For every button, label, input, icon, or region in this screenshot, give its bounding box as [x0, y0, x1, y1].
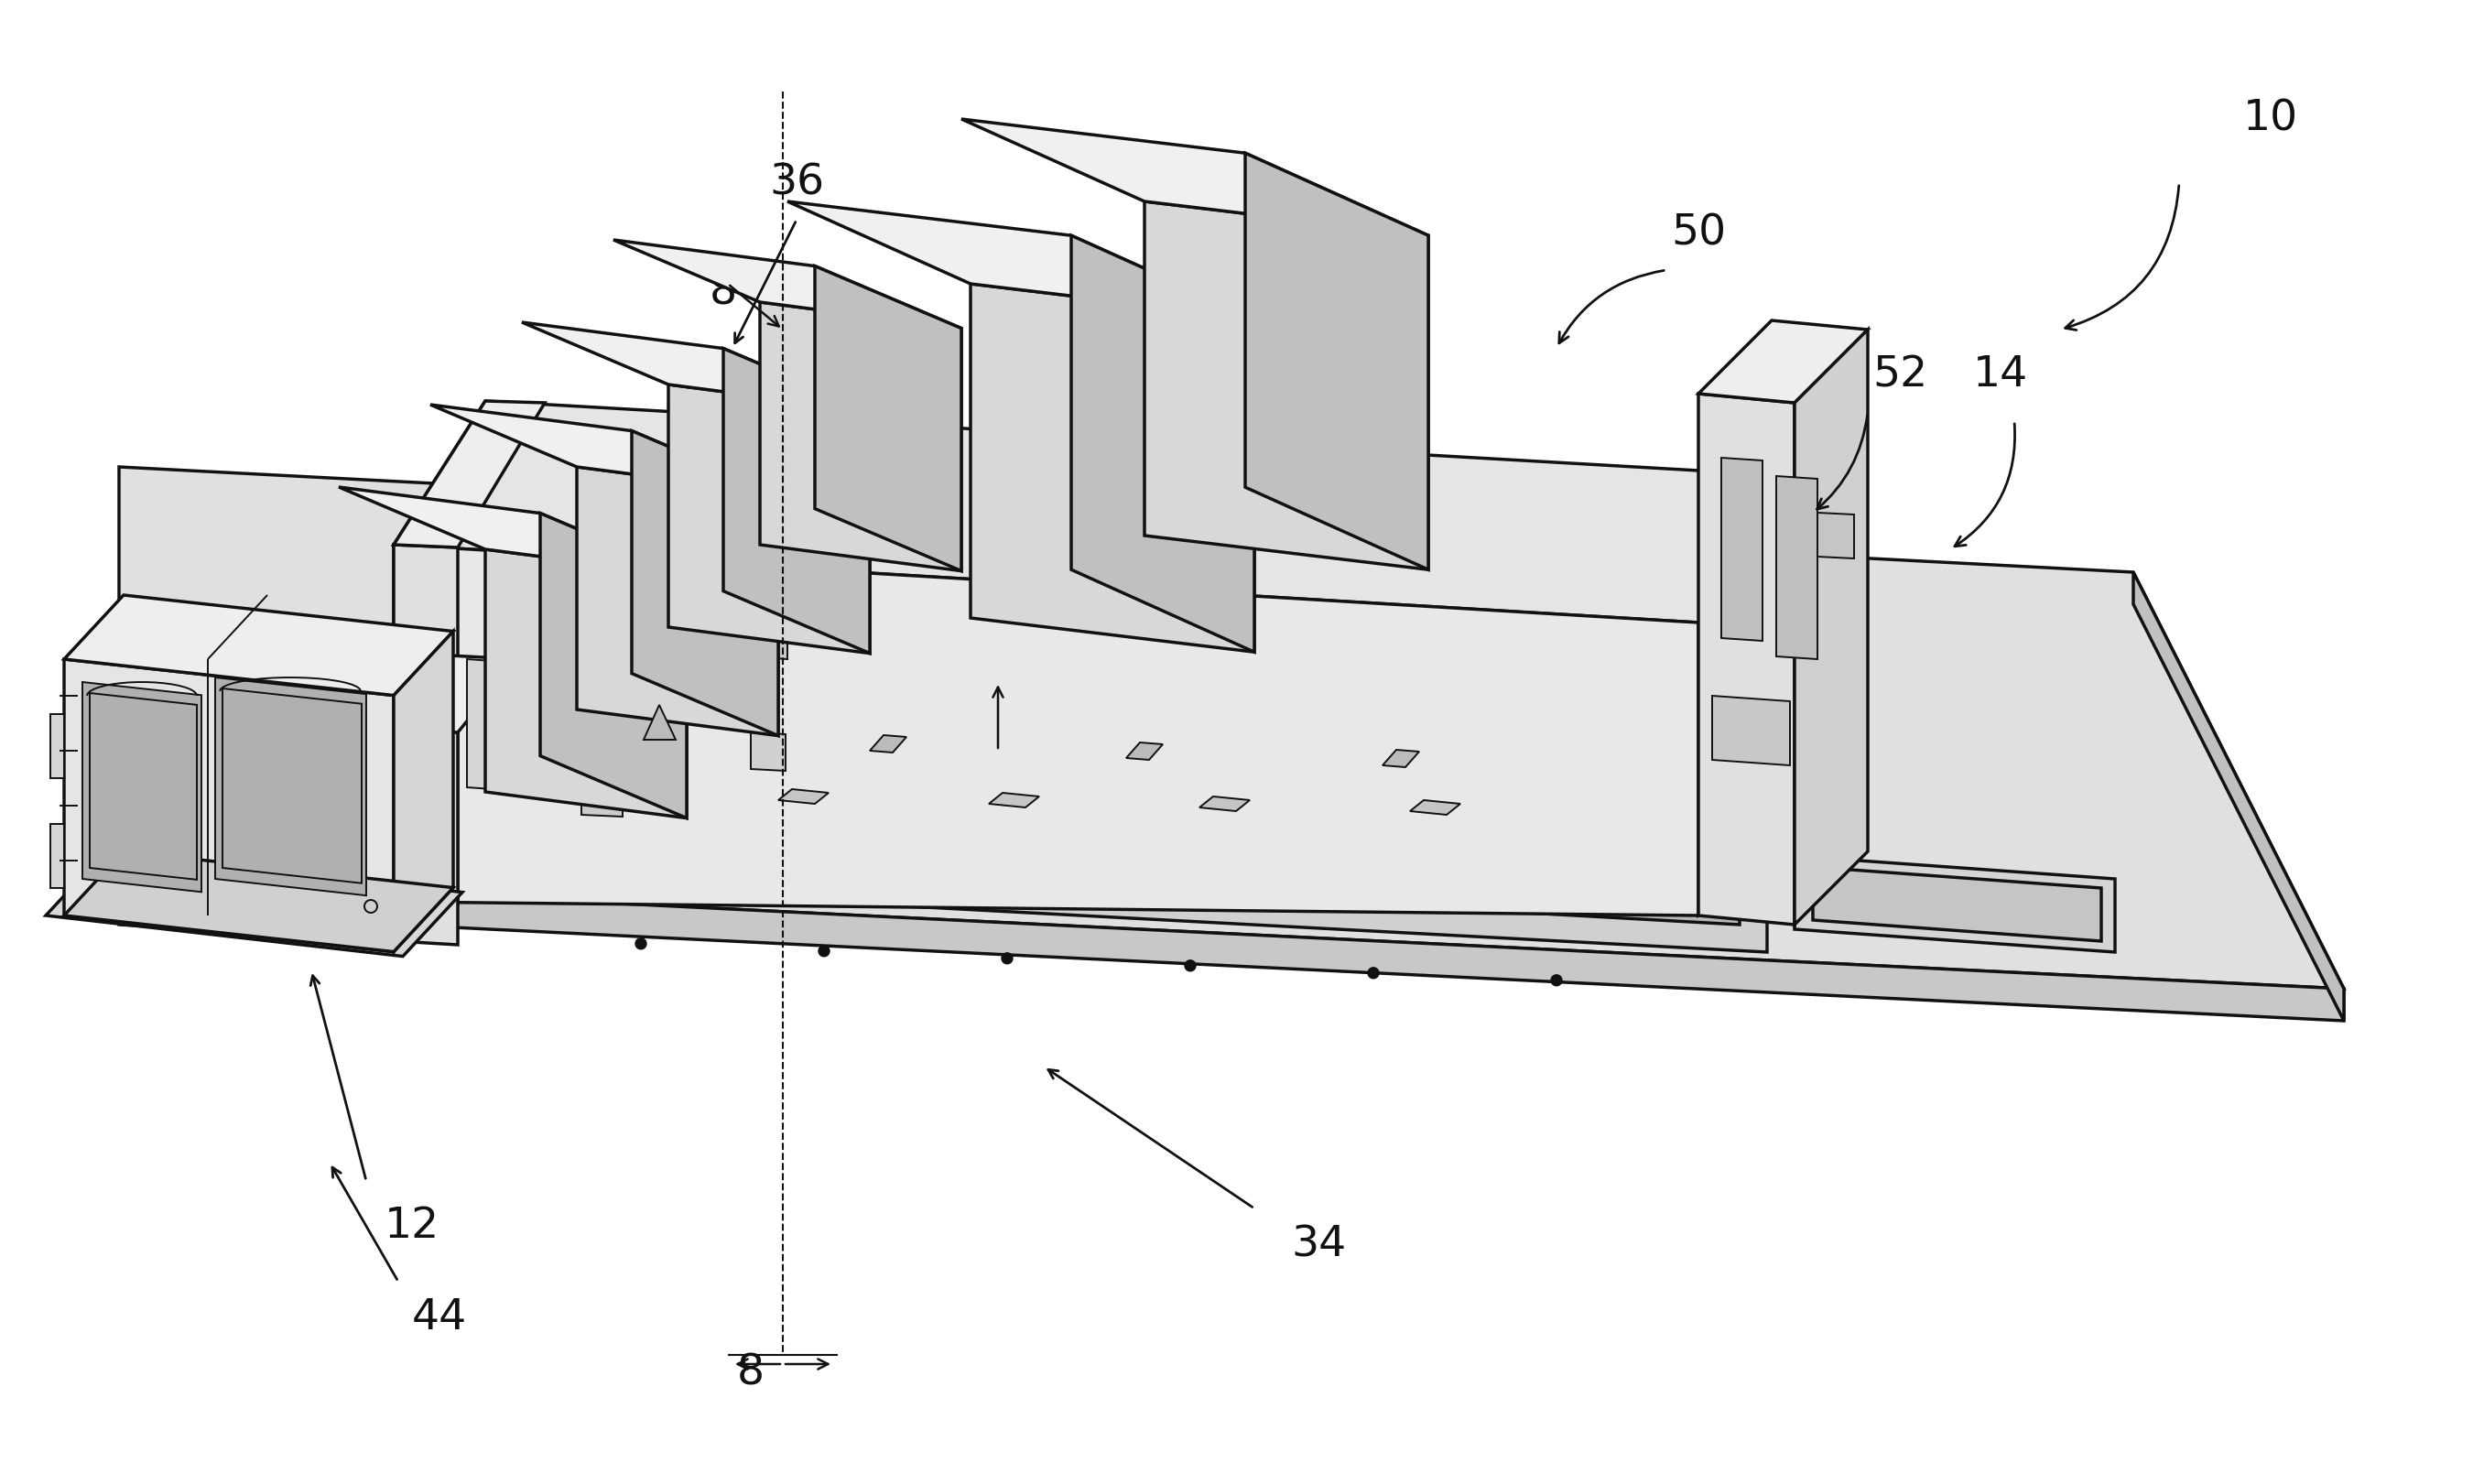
Circle shape: [1002, 953, 1011, 963]
Polygon shape: [393, 843, 1768, 953]
Polygon shape: [393, 401, 1795, 622]
Polygon shape: [1246, 153, 1429, 570]
Text: 44: 44: [413, 1297, 467, 1339]
Polygon shape: [636, 696, 683, 743]
Polygon shape: [47, 852, 462, 956]
Text: 12: 12: [383, 1206, 440, 1248]
Polygon shape: [119, 641, 517, 733]
Polygon shape: [119, 879, 2344, 1021]
Polygon shape: [870, 735, 908, 752]
Polygon shape: [1795, 856, 2114, 953]
Polygon shape: [430, 405, 779, 493]
Polygon shape: [1071, 236, 1254, 651]
Polygon shape: [576, 467, 779, 736]
Circle shape: [636, 938, 645, 950]
Polygon shape: [539, 513, 687, 818]
Polygon shape: [522, 322, 870, 411]
Polygon shape: [2134, 573, 2344, 1021]
Polygon shape: [64, 595, 453, 696]
Polygon shape: [339, 487, 687, 576]
Polygon shape: [1199, 797, 1249, 812]
Polygon shape: [64, 659, 393, 951]
Polygon shape: [759, 303, 962, 571]
Polygon shape: [1382, 749, 1420, 767]
Polygon shape: [1699, 393, 1795, 925]
Text: 10: 10: [2243, 98, 2297, 139]
Polygon shape: [962, 119, 1429, 236]
Polygon shape: [1699, 476, 1795, 916]
Circle shape: [1368, 968, 1380, 978]
Polygon shape: [722, 349, 870, 653]
Polygon shape: [1145, 202, 1429, 570]
Text: 52: 52: [1872, 355, 1926, 396]
Polygon shape: [816, 266, 962, 571]
Polygon shape: [774, 628, 786, 659]
Polygon shape: [485, 549, 687, 818]
Polygon shape: [1410, 800, 1462, 815]
Circle shape: [819, 945, 828, 957]
Polygon shape: [215, 678, 366, 895]
Polygon shape: [1818, 512, 1855, 558]
Polygon shape: [631, 430, 779, 736]
Polygon shape: [613, 240, 962, 328]
Polygon shape: [393, 401, 544, 548]
Polygon shape: [786, 202, 1254, 318]
Polygon shape: [393, 545, 1699, 916]
FancyArrowPatch shape: [2065, 186, 2179, 329]
Polygon shape: [119, 714, 458, 945]
Polygon shape: [668, 384, 870, 653]
Text: 36: 36: [769, 163, 824, 203]
FancyArrowPatch shape: [1954, 423, 2015, 546]
Polygon shape: [1776, 476, 1818, 659]
Text: 14: 14: [1973, 355, 2028, 396]
Polygon shape: [569, 785, 618, 800]
Polygon shape: [49, 714, 64, 778]
Text: 34: 34: [1291, 1224, 1345, 1266]
Polygon shape: [49, 824, 64, 887]
Polygon shape: [393, 545, 458, 905]
Polygon shape: [1699, 321, 1867, 402]
Circle shape: [1551, 975, 1563, 985]
Polygon shape: [1795, 329, 1867, 925]
Polygon shape: [969, 283, 1254, 651]
Polygon shape: [82, 683, 200, 892]
Polygon shape: [393, 797, 1768, 887]
Text: 8: 8: [737, 1352, 764, 1393]
Polygon shape: [779, 789, 828, 804]
Polygon shape: [1813, 867, 2102, 941]
Polygon shape: [467, 659, 532, 792]
Polygon shape: [458, 843, 1739, 925]
Polygon shape: [1711, 696, 1790, 766]
Polygon shape: [989, 792, 1039, 807]
Polygon shape: [1125, 742, 1162, 760]
FancyArrowPatch shape: [1558, 270, 1664, 343]
Text: 50: 50: [1672, 212, 1726, 254]
Polygon shape: [393, 631, 453, 951]
Circle shape: [1185, 960, 1197, 971]
Polygon shape: [643, 705, 675, 739]
Text: 8: 8: [710, 273, 737, 313]
FancyArrowPatch shape: [1818, 414, 1867, 509]
Polygon shape: [1721, 457, 1763, 641]
Polygon shape: [581, 778, 623, 816]
Polygon shape: [752, 733, 786, 770]
Polygon shape: [119, 467, 2344, 988]
Polygon shape: [64, 852, 453, 951]
